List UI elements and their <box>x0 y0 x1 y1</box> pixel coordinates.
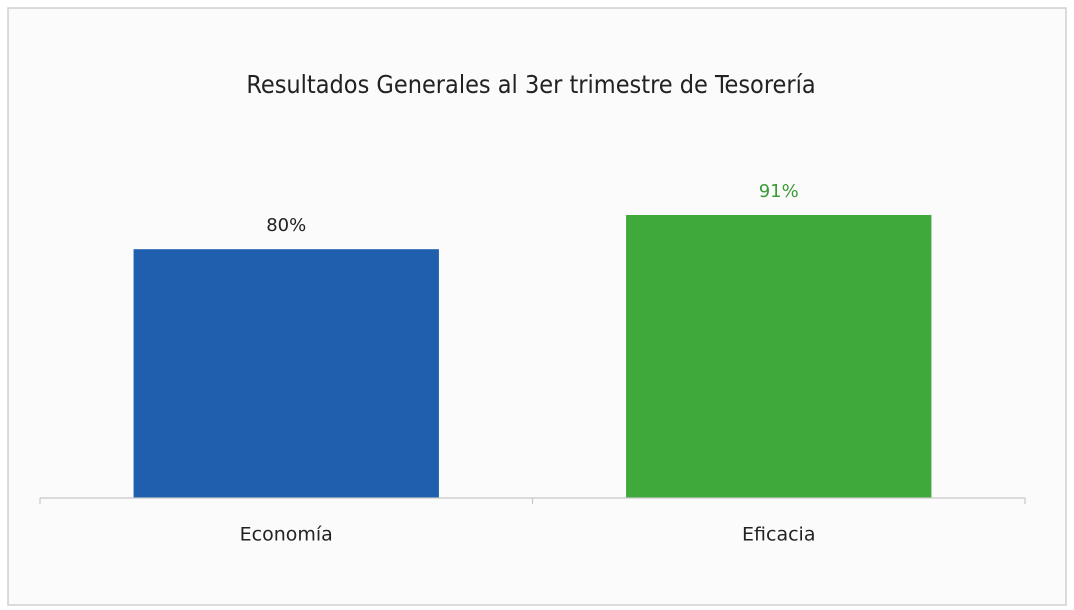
x-tick-label: Eficacia <box>742 524 815 546</box>
chart-title: Resultados Generales al 3er trimestre de… <box>246 70 815 99</box>
value-label: 91% <box>759 181 799 202</box>
bar <box>133 249 439 498</box>
value-label: 80% <box>266 215 306 236</box>
x-tick-label: Economía <box>240 524 333 546</box>
bar <box>626 214 932 499</box>
